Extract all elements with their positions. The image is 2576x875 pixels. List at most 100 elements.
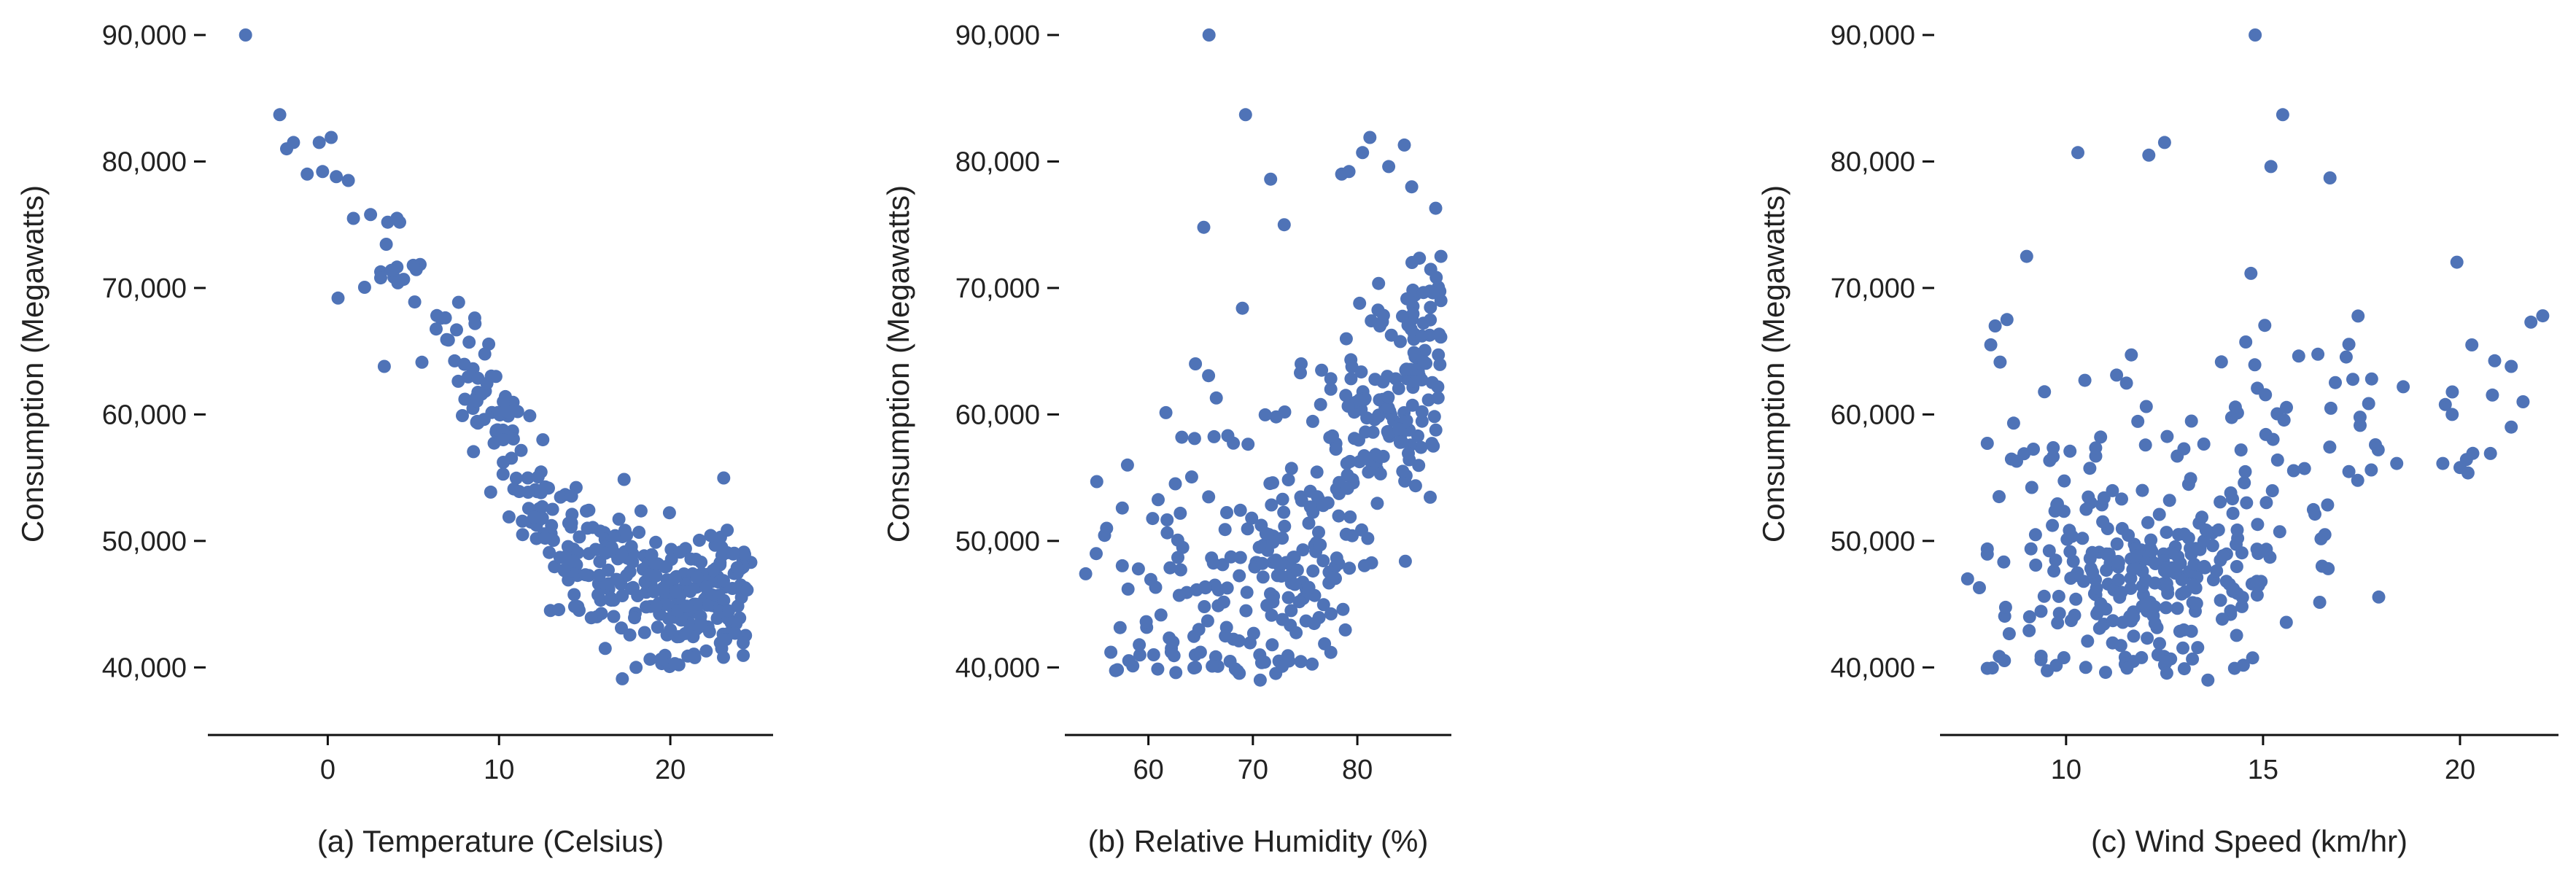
scatter-point: [552, 603, 566, 617]
scatter-point: [2114, 586, 2128, 599]
scatter-point: [451, 295, 465, 309]
scatter-point: [2536, 309, 2550, 323]
scatter-point: [1241, 522, 1254, 536]
scatter-point: [2199, 523, 2213, 537]
scatter-point: [1372, 276, 1386, 290]
scatter-point: [1417, 355, 1431, 369]
scatter-point: [2047, 564, 2061, 578]
scatter-point: [2081, 634, 2095, 648]
scatter-point: [536, 433, 550, 447]
x-axis-label: (b) Relative Humidity (%): [1088, 824, 1429, 858]
scatter-point: [1415, 405, 1429, 419]
scatter-point: [2060, 532, 2074, 546]
y-tick-label: 60,000: [955, 400, 1040, 430]
scatter-point: [2234, 443, 2248, 457]
scatter-point: [1993, 355, 2007, 369]
scatter-point: [1369, 448, 1382, 462]
scatter-point: [331, 291, 345, 305]
scatter-point: [391, 276, 405, 289]
scatter-point: [2085, 545, 2099, 559]
scatter-point: [620, 528, 634, 542]
scatter-point: [2270, 453, 2284, 467]
scatter-point: [2214, 495, 2227, 509]
scatter-point: [430, 322, 443, 336]
scatter-point: [1281, 473, 1295, 486]
scatter-point: [738, 548, 751, 561]
scatter-point: [694, 556, 708, 569]
scatter-point: [1318, 637, 1332, 650]
scatter-point: [1332, 509, 1346, 523]
y-tick-label: 90,000: [955, 20, 1040, 51]
scatter-point: [2063, 444, 2077, 458]
scatter-point: [2311, 347, 2325, 361]
scatter-point: [2131, 414, 2145, 428]
scatter-point: [2397, 380, 2410, 394]
scatter-point: [2351, 309, 2365, 323]
scatter-point: [1326, 429, 1339, 443]
scatter-point: [496, 467, 510, 481]
scatter-point: [1171, 533, 1184, 547]
scatter-point: [2210, 564, 2224, 578]
scatter-point: [2063, 545, 2077, 559]
scatter-point: [1353, 393, 1367, 407]
scatter-point: [694, 616, 707, 629]
scatter-point: [2042, 544, 2056, 558]
scatter-point: [640, 600, 653, 614]
y-tick-label: 40,000: [102, 653, 187, 683]
scatter-point: [1289, 626, 1303, 639]
scatter-point: [516, 528, 529, 542]
scatter-point: [480, 376, 494, 390]
scatter-point: [2029, 559, 2043, 572]
scatter-point: [2076, 575, 2090, 588]
scatter-point: [1306, 414, 1319, 428]
scatter-point: [2165, 546, 2179, 560]
scatter-point: [2096, 515, 2110, 529]
scatter-point: [451, 374, 465, 388]
scatter-point: [1211, 599, 1225, 612]
scatter-point: [578, 568, 592, 582]
scatter-point: [1254, 656, 1268, 669]
scatter-point: [1146, 512, 1160, 526]
scatter-point: [502, 510, 516, 524]
scatter-point: [567, 588, 581, 602]
scatter-point: [681, 649, 695, 663]
scatter-point: [1373, 467, 1387, 481]
scatter-point: [1175, 430, 1189, 444]
scatter-point: [1431, 380, 1445, 394]
scatter-point: [2248, 358, 2262, 372]
scatter-point: [2129, 561, 2142, 575]
scatter-point: [1362, 465, 1376, 479]
scatter-point: [2106, 483, 2119, 497]
scatter-point: [1339, 332, 1353, 346]
scatter-point: [1324, 382, 1338, 396]
scatter-point: [512, 485, 526, 499]
x-axis-label: (a) Temperature (Celsius): [317, 824, 664, 858]
scatter-point: [2465, 338, 2479, 351]
scatter-point: [516, 514, 529, 528]
scatter-point: [1147, 648, 1160, 661]
x-axis-ticks: 60 70 80: [1133, 735, 1373, 785]
scatter-point: [1238, 108, 1252, 122]
scatter-point: [357, 281, 371, 294]
scatter-point: [726, 547, 740, 561]
scatter-point: [554, 490, 567, 504]
scatter-point: [737, 648, 750, 662]
scatter-point: [2089, 441, 2103, 455]
scatter-point: [2216, 612, 2229, 626]
scatter-point: [721, 524, 734, 537]
scatter-point: [1339, 527, 1353, 541]
scatter-point: [1253, 673, 1267, 687]
x-axis-ticks: 10 15 20: [2051, 735, 2475, 785]
scatter-point: [1224, 550, 1238, 564]
scatter-point: [1408, 375, 1422, 388]
scatter-point: [2148, 616, 2162, 630]
scatter-point: [591, 588, 605, 602]
scatter-point: [1376, 375, 1390, 389]
scatter-point: [662, 506, 676, 520]
scatter-point: [1265, 498, 1279, 512]
scatter-point: [2114, 639, 2127, 653]
scatter-point: [2321, 498, 2335, 512]
x-tick-label: 20: [2445, 755, 2475, 785]
scatter-point: [1276, 612, 1289, 626]
scatter-point: [717, 633, 731, 647]
